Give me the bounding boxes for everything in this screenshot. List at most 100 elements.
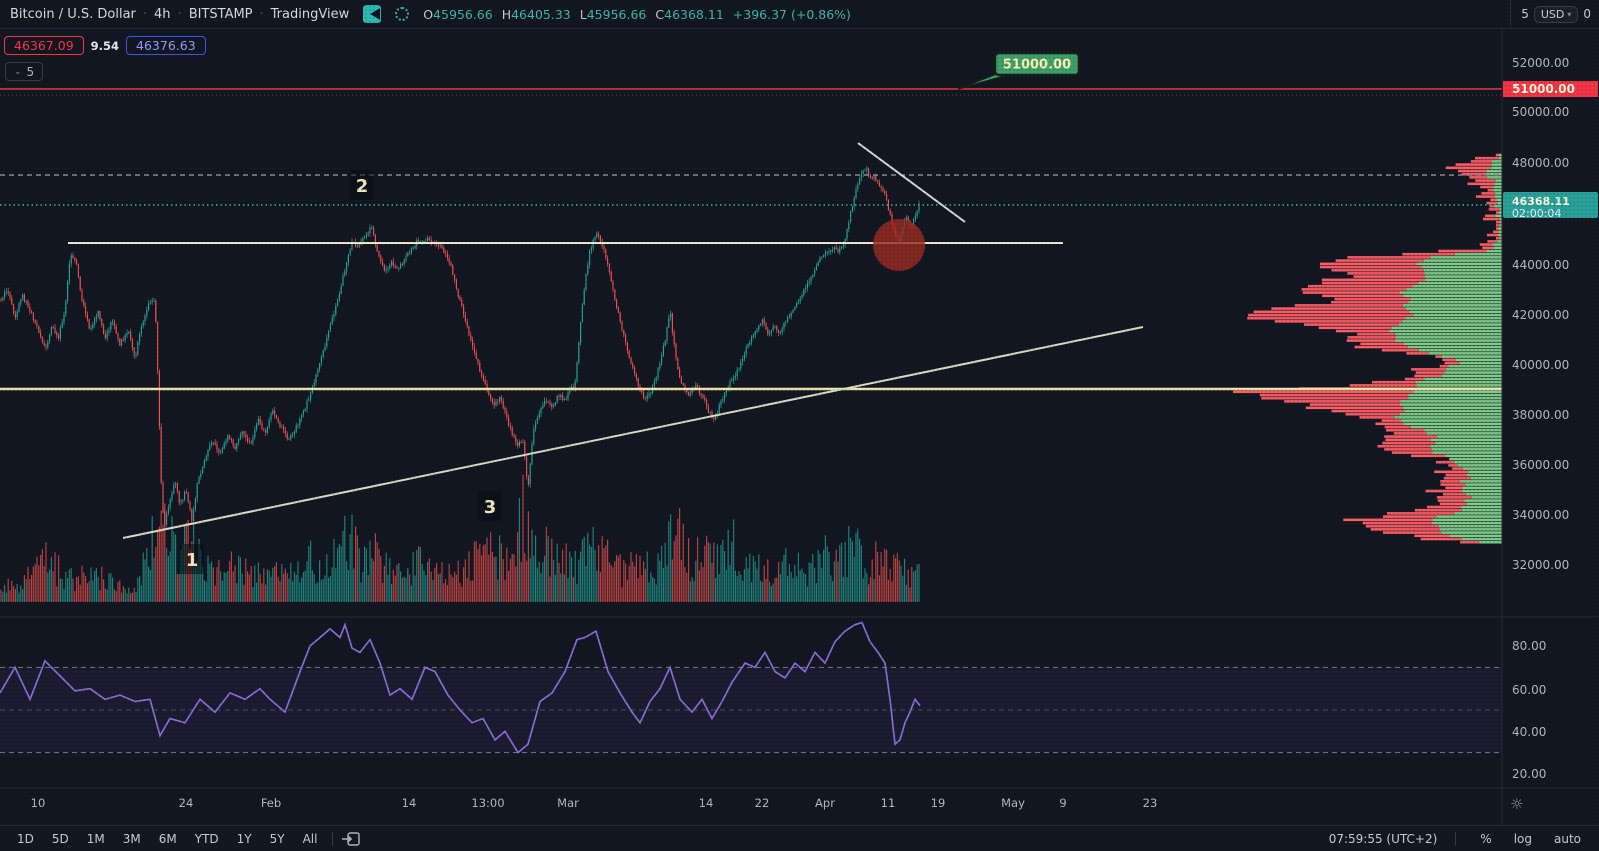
- percent-scale-button[interactable]: %: [1480, 831, 1492, 846]
- open-value: 45956.66: [433, 6, 493, 22]
- svg-text:52000.00: 52000.00: [1512, 56, 1569, 70]
- time-label: 9: [1059, 796, 1066, 810]
- price-axis[interactable]: 52000.00 50000.00 48000.00 44000.00 42000.00…: [1501, 29, 1599, 825]
- svg-text:38000.00: 38000.00: [1512, 408, 1569, 422]
- series-count-dropdown[interactable]: ⌄ 5: [5, 62, 44, 81]
- range-button-1y[interactable]: 1Y: [236, 831, 252, 846]
- symbol-title[interactable]: Bitcoin / U.S. Dollar: [10, 6, 136, 22]
- svg-text:51000.00: 51000.00: [1512, 82, 1575, 96]
- unit-prefix: 5: [1521, 7, 1529, 21]
- time-label: 13:00: [471, 796, 504, 810]
- dotted-circle-icon: [395, 7, 410, 21]
- svg-text:50000.00: 50000.00: [1512, 105, 1569, 119]
- range-button-5y[interactable]: 5Y: [269, 831, 285, 846]
- svg-text:46368.11: 46368.11: [1512, 195, 1570, 208]
- chevron-down-icon: ⌄: [14, 66, 22, 77]
- close-value: 46368.11: [664, 6, 724, 22]
- time-axis[interactable]: 10 24 Feb 14 13:00 Mar 14 22 Apr 11 19 May 9 23 ☼: [31, 795, 1524, 813]
- currency-label: USD: [1540, 7, 1565, 21]
- low-value: 45956.66: [586, 6, 647, 22]
- svg-text:32000.00: 32000.00: [1512, 558, 1569, 572]
- rsi-line: [0, 621, 921, 754]
- time-label: Mar: [557, 796, 579, 810]
- volume-bars: [0, 474, 920, 602]
- svg-text:02:00:04: 02:00:04: [1512, 207, 1561, 220]
- svg-text:20.00: 20.00: [1512, 767, 1546, 781]
- quote-panel: 46367.09 9.54 46376.63: [4, 36, 206, 55]
- candles: [0, 165, 920, 528]
- range-button-6m[interactable]: 6M: [158, 831, 177, 846]
- buy-price-button[interactable]: 46376.63: [126, 36, 206, 55]
- range-button-1d[interactable]: 1D: [17, 831, 34, 846]
- svg-text:60.00: 60.00: [1512, 683, 1546, 697]
- interval-button[interactable]: 4h: [154, 6, 171, 22]
- time-label: 19: [931, 796, 946, 810]
- close-label: C: [655, 6, 665, 22]
- descending-wedge: [857, 142, 966, 223]
- price-callout: [993, 51, 1081, 77]
- sell-price-button[interactable]: 46367.09: [4, 36, 84, 55]
- time-label: Apr: [815, 796, 835, 810]
- go-to-date-icon[interactable]: [341, 831, 361, 847]
- separator-dot: ·: [177, 6, 182, 22]
- svg-text:40.00: 40.00: [1512, 725, 1546, 739]
- change-value: +396.37 (+0.86%): [732, 6, 851, 22]
- auto-scale-button[interactable]: auto: [1553, 831, 1581, 846]
- wave-label-2: 2: [356, 176, 369, 197]
- log-scale-button[interactable]: log: [1513, 831, 1532, 846]
- alert-price-label: [1503, 81, 1598, 97]
- ascending-support: [122, 326, 1144, 539]
- chart-area: 46367.09 9.54 46376.63 ⌄ 5 1 2 3 51000.00 52…: [0, 29, 1599, 827]
- time-label: 23: [1143, 796, 1158, 810]
- svg-text:48000.00: 48000.00: [1512, 156, 1569, 170]
- bottom-toolbar: 1D 5D 1M 3M 6M YTD 1Y 5Y All 07:59:55 (UTC+2) % …: [0, 825, 1599, 851]
- high-label: H: [501, 6, 512, 22]
- exchange-logo-icon: [363, 5, 382, 23]
- pane-separators: [0, 616, 1599, 789]
- high-value: 46405.33: [511, 6, 571, 22]
- scale-settings-icon[interactable]: ☼: [1510, 795, 1523, 813]
- exchange-label[interactable]: BITSTAMP: [188, 6, 253, 22]
- time-label: 22: [755, 796, 770, 810]
- price-callout-text: 51000.00: [1003, 58, 1071, 73]
- date-range-buttons: 1D 5D 1M 3M 6M YTD 1Y 5Y All: [10, 830, 324, 848]
- volume-profile: [1233, 153, 1502, 544]
- range-button-1m[interactable]: 1M: [86, 831, 105, 846]
- clock-readout[interactable]: 07:59:55 (UTC+2): [1328, 831, 1438, 846]
- svg-text:34000.00: 34000.00: [1512, 508, 1569, 522]
- svg-text:42000.00: 42000.00: [1512, 308, 1569, 322]
- time-label: May: [1001, 796, 1025, 810]
- separator-dot: ·: [142, 6, 148, 22]
- spread-value: 9.54: [90, 38, 120, 53]
- svg-text:36000.00: 36000.00: [1512, 458, 1569, 472]
- platform-label: TradingView: [270, 6, 350, 22]
- time-label: 10: [31, 796, 46, 810]
- svg-text:80.00: 80.00: [1512, 639, 1546, 653]
- time-label: 24: [179, 796, 194, 810]
- time-label: 11: [881, 796, 896, 810]
- range-button-5d[interactable]: 5D: [51, 831, 69, 846]
- toolbar-divider: [1455, 831, 1457, 846]
- red-circle-marker: [873, 219, 925, 271]
- currency-dropdown[interactable]: USD ▾: [1533, 5, 1579, 23]
- last-price-label: [1503, 192, 1598, 218]
- wave-label-3: 3: [484, 497, 497, 518]
- time-label: 14: [402, 796, 417, 810]
- chevron-down-icon: ▾: [1567, 9, 1572, 19]
- trendlines[interactable]: [122, 142, 1144, 539]
- time-label: 14: [699, 796, 714, 810]
- range-button-3m[interactable]: 3M: [122, 831, 141, 846]
- unit-selector-group: 5 USD ▾ 0: [1510, 0, 1599, 28]
- svg-text:44000.00: 44000.00: [1512, 258, 1569, 272]
- drawing-annotations[interactable]: 1 2 3 51000.00: [180, 51, 1081, 574]
- range-button-all[interactable]: All: [302, 831, 318, 846]
- time-label: Feb: [261, 796, 281, 810]
- rsi-pane: [0, 621, 1502, 754]
- unit-suffix: 0: [1583, 7, 1591, 21]
- wave-label-1: 1: [186, 550, 199, 571]
- toolbar-divider: [332, 831, 334, 846]
- series-count-value: 5: [26, 64, 35, 79]
- range-button-ytd[interactable]: YTD: [194, 831, 219, 846]
